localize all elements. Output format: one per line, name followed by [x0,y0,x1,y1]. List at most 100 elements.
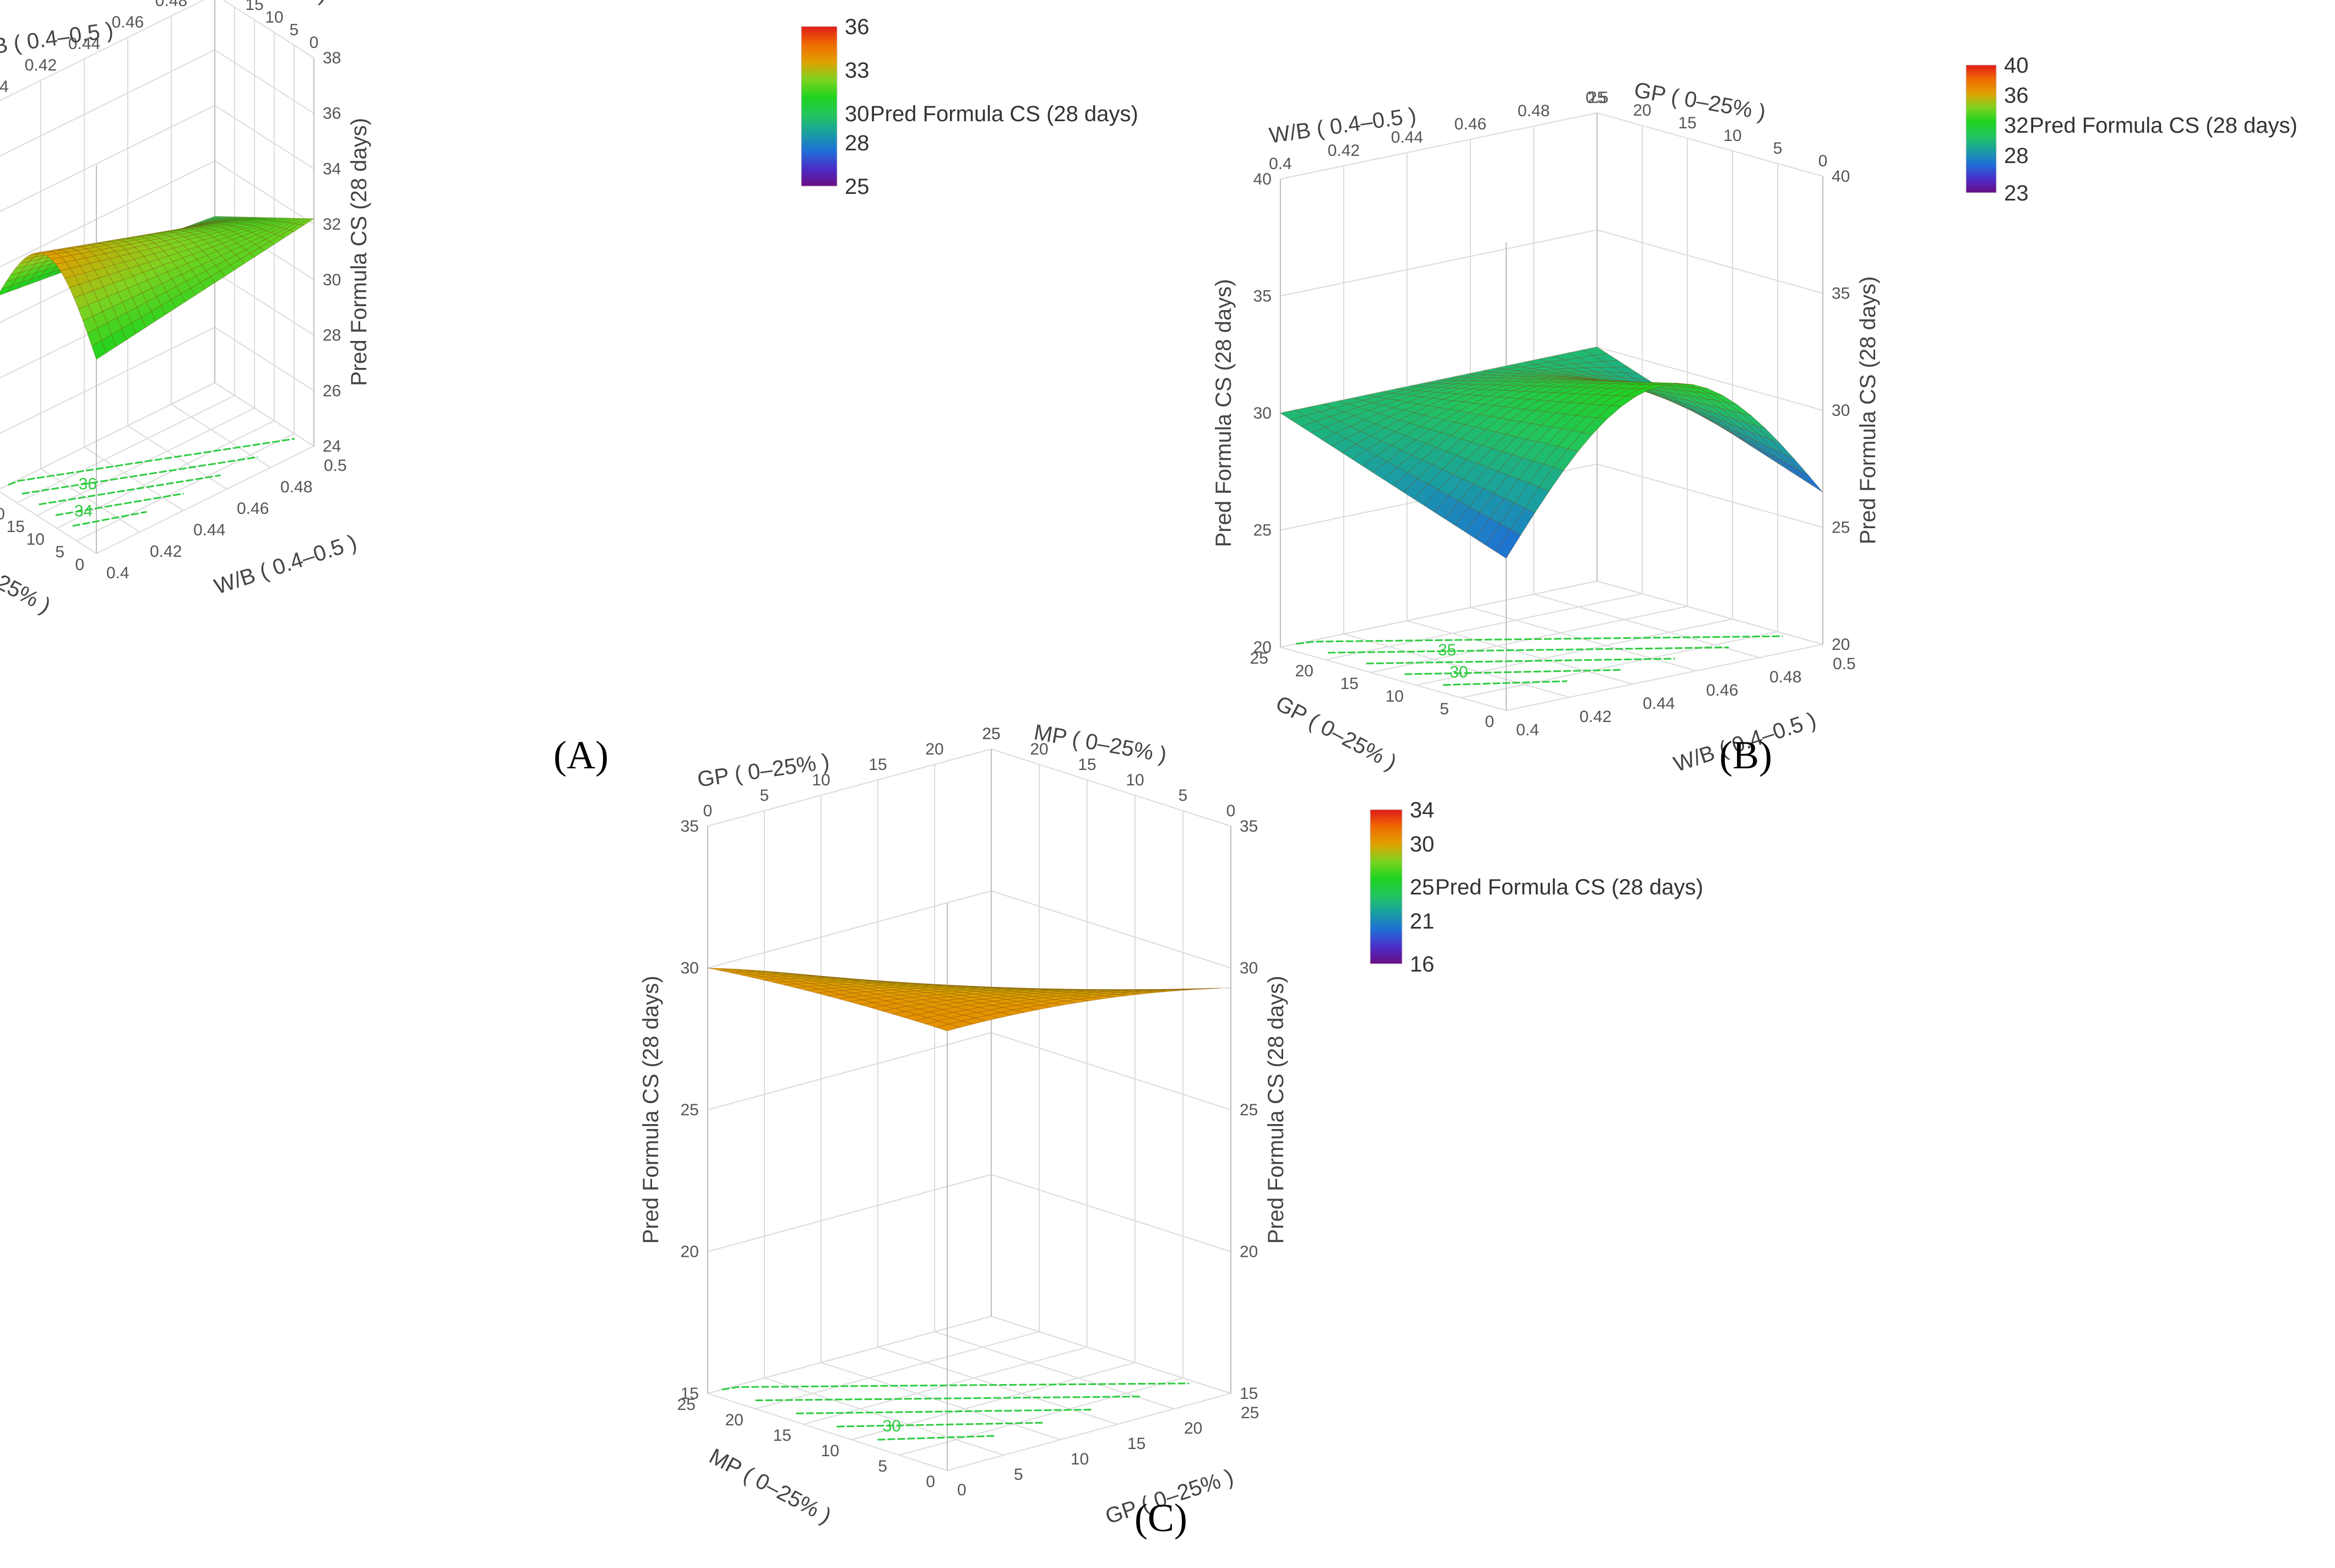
colorbar-tick-label: 30 [1410,832,1435,856]
surface-patch [199,219,214,224]
surface-patch [91,340,107,360]
surface-patch [1517,368,1542,372]
z-tick-label-right: 20 [1240,1243,1258,1261]
surface-patch [967,988,991,990]
x-tick-label-top: 0.42 [25,56,57,74]
x-tick-label-top: 0.48 [1518,102,1550,120]
surface-patch [1540,413,1567,427]
z-tick-label-right: 38 [323,49,341,67]
surface-patch [181,229,196,232]
x-tick-label-top: 0.48 [155,0,187,10]
gridline-z [707,890,1231,969]
z-tick-label-right: 30 [1240,959,1258,978]
y-tick-label: 0 [75,556,84,574]
surface-patch [202,247,218,256]
surface-patch [289,224,305,232]
surface-patch [757,971,781,974]
surface-patch [1483,471,1509,494]
contours [8,438,295,527]
gridline-x [0,491,97,554]
contour-label: 34 [74,502,93,520]
surface-patch [1681,390,1706,399]
contour-line [39,474,221,506]
colorbar-title: Pred Formula CS (28 days) [1435,875,1703,899]
surface-patch [956,986,980,989]
contour-line [755,1396,1141,1402]
y-tick-label: 25 [1250,649,1268,668]
surface-patch [211,255,226,266]
z-tick-label-right: 40 [1832,167,1850,186]
z-tick-label-right: 35 [1240,817,1258,835]
x-tick-label: 0.46 [1706,681,1738,699]
z-axis-title-right: Pred Formula CS (28 days) [1264,976,1288,1244]
x-tick-label-top: 20 [925,740,943,758]
colorbar-title: Pred Formula CS (28 days) [2029,113,2298,138]
surface-patch [926,991,951,995]
x-tick-label: 0 [957,1481,966,1499]
colorbar-tick-label: 40 [2004,53,2029,78]
surface-patch [1625,388,1650,397]
surface-patch [1052,1001,1077,1006]
surface-patch [1362,455,1388,473]
surface-patch [1752,439,1778,459]
colorbar [801,26,838,187]
contour-label: 30 [1449,663,1468,681]
surface-patch [15,269,31,279]
surface-patch [250,236,266,245]
z-tick-label-right: 25 [1832,519,1850,537]
surface-patch [6,281,23,293]
surface-patch [131,236,146,241]
x-tick-label-top: 15 [868,756,887,774]
surface-patch [1424,489,1449,513]
surface-patch [1567,432,1593,452]
z-tick-label: 30 [1253,404,1272,422]
contour-line [796,1408,1093,1414]
surface-patch [773,981,797,985]
surface-patch [848,981,872,985]
y-tick-label-top: 15 [1678,114,1696,132]
surface-patch [140,311,156,328]
surface-patch [59,268,75,279]
surface-patch [784,984,808,988]
surface-patch [183,242,199,250]
frame [707,749,1231,1471]
surface-patch [1769,438,1795,459]
y-tick-label: 20 [1295,662,1313,680]
surface-patch [881,986,905,990]
contour-line [1296,635,1783,645]
surface-patch [1521,364,1546,369]
surface-patch [1017,999,1042,1004]
surface-patch [840,992,865,997]
surface-patch [154,241,170,247]
colorbar-tick-label: 33 [845,58,870,83]
y-tick-label-top: 25 [982,725,1000,743]
x-axis-title-top: W/B ( 0.4–0.5 ) [0,18,115,63]
surface-patch [1552,352,1580,361]
z-tick-label: 25 [681,1101,699,1119]
surface-patch [84,270,100,282]
contours [1296,635,1783,686]
z-tick-label-right: 24 [323,437,341,455]
surface-patch [113,262,129,273]
surface-patch [1512,371,1538,375]
z-axis-title-right: Pred Formula CS (28 days) [1856,276,1880,545]
contour-line [1404,669,1621,675]
surface-patch [149,246,165,254]
z-tick-label: 40 [1253,170,1272,188]
y-tick-label: 5 [1440,700,1449,718]
panel-caption: (A) [553,733,609,777]
gridline-x [821,795,1061,1440]
surface-patch [70,253,86,261]
y-tick-label-top: 5 [290,21,299,39]
surface-patch [111,328,127,348]
surface-patch [191,264,207,276]
surface-patch [97,296,113,312]
surface-patch [164,232,181,237]
x-tick-label: 0.48 [280,478,312,496]
surface-patch [196,225,211,228]
z-tick-label: 35 [1253,287,1272,306]
surface-patch [1104,994,1128,998]
surface-patch [1748,431,1774,449]
y-tick-label: 5 [55,543,64,561]
